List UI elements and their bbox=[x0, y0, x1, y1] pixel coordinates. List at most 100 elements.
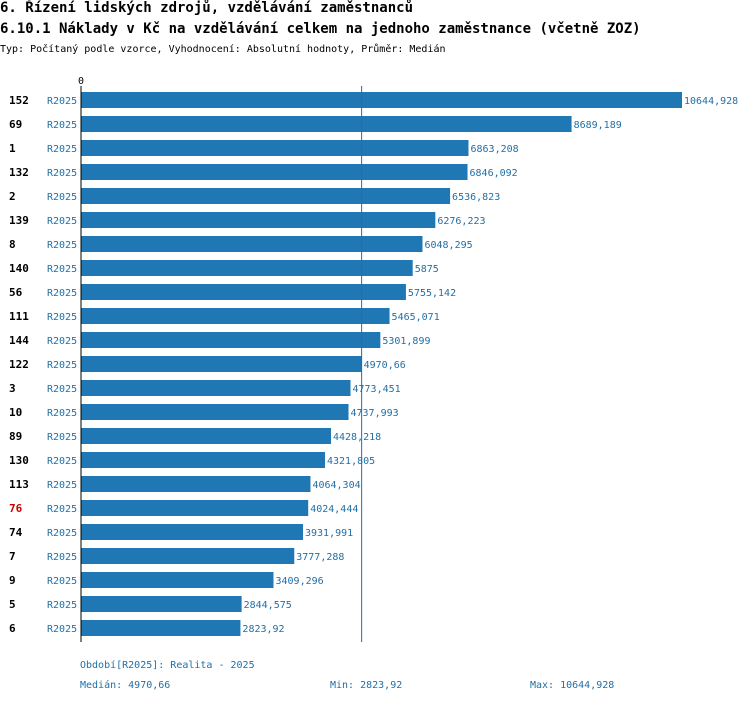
period-label: R2025 bbox=[47, 528, 77, 539]
period-label: R2025 bbox=[47, 456, 77, 467]
category-label: 8 bbox=[9, 238, 16, 251]
bar bbox=[81, 548, 295, 564]
bar bbox=[81, 212, 436, 228]
period-label: R2025 bbox=[47, 336, 77, 347]
footer-min: Min: 2823,92 bbox=[330, 680, 403, 691]
footer-period: Období[R2025]: Realita - 2025 bbox=[80, 660, 255, 671]
period-label: R2025 bbox=[47, 264, 77, 275]
category-label: 140 bbox=[9, 262, 29, 275]
category-label: 144 bbox=[9, 334, 29, 347]
category-label: 2 bbox=[9, 190, 16, 203]
value-label: 5875 bbox=[415, 264, 439, 275]
value-label: 6276,223 bbox=[437, 216, 485, 227]
category-label: 139 bbox=[9, 214, 29, 227]
bar bbox=[81, 500, 309, 516]
bar bbox=[81, 92, 682, 108]
bar bbox=[81, 164, 468, 180]
period-label: R2025 bbox=[47, 216, 77, 227]
bar bbox=[81, 428, 332, 444]
bar bbox=[81, 284, 406, 300]
value-label: 4064,304 bbox=[312, 480, 360, 491]
period-label: R2025 bbox=[47, 552, 77, 563]
category-label: 7 bbox=[9, 550, 16, 563]
bar bbox=[81, 572, 274, 588]
value-label: 8689,189 bbox=[574, 120, 622, 131]
period-label: R2025 bbox=[47, 312, 77, 323]
period-label: R2025 bbox=[47, 168, 77, 179]
period-label: R2025 bbox=[47, 192, 77, 203]
bar bbox=[81, 140, 469, 156]
period-label: R2025 bbox=[47, 240, 77, 251]
value-label: 10644,928 bbox=[684, 96, 738, 107]
value-label: 4024,444 bbox=[310, 504, 358, 515]
value-label: 5755,142 bbox=[408, 288, 456, 299]
category-label: 132 bbox=[9, 166, 29, 179]
value-label: 2823,92 bbox=[242, 624, 284, 635]
period-label: R2025 bbox=[47, 432, 77, 443]
period-label: R2025 bbox=[47, 600, 77, 611]
category-label: 3 bbox=[9, 382, 16, 395]
period-label: R2025 bbox=[47, 360, 77, 371]
value-label: 4773,451 bbox=[353, 384, 401, 395]
period-label: R2025 bbox=[47, 504, 77, 515]
value-label: 4970,66 bbox=[364, 360, 406, 371]
axis-zero-label: 0 bbox=[78, 76, 84, 87]
bar bbox=[81, 260, 413, 276]
category-label: 56 bbox=[9, 286, 23, 299]
page-title: 6. Řízení lidských zdrojů, vzdělávání za… bbox=[0, 0, 414, 16]
chart-type-info: Typ: Počítaný podle vzorce, Vyhodnocení:… bbox=[0, 44, 446, 55]
bar bbox=[81, 188, 451, 204]
period-label: R2025 bbox=[47, 408, 77, 419]
category-label: 5 bbox=[9, 598, 16, 611]
period-label: R2025 bbox=[47, 120, 77, 131]
value-label: 3777,288 bbox=[296, 552, 344, 563]
bar bbox=[81, 452, 326, 468]
period-label: R2025 bbox=[47, 144, 77, 155]
value-label: 3931,991 bbox=[305, 528, 353, 539]
bar bbox=[81, 356, 362, 372]
category-label: 76 bbox=[9, 502, 23, 515]
value-label: 5465,071 bbox=[392, 312, 440, 323]
period-label: R2025 bbox=[47, 480, 77, 491]
bar bbox=[81, 524, 303, 540]
value-label: 6846,092 bbox=[470, 168, 518, 179]
category-label: 1 bbox=[9, 142, 16, 155]
chart-title: 6.10.1 Náklady v Kč na vzdělávání celkem… bbox=[0, 21, 641, 37]
category-label: 113 bbox=[9, 478, 29, 491]
bar bbox=[81, 620, 241, 636]
period-label: R2025 bbox=[47, 288, 77, 299]
value-label: 4428,218 bbox=[333, 432, 381, 443]
category-label: 6 bbox=[9, 622, 16, 635]
category-label: 89 bbox=[9, 430, 22, 443]
period-label: R2025 bbox=[47, 384, 77, 395]
period-label: R2025 bbox=[47, 576, 77, 587]
bar bbox=[81, 332, 381, 348]
footer-max: Max: 10644,928 bbox=[530, 680, 615, 691]
value-label: 6536,823 bbox=[452, 192, 500, 203]
bar bbox=[81, 404, 349, 420]
bar bbox=[81, 116, 572, 132]
category-label: 74 bbox=[9, 526, 23, 539]
value-label: 6048,295 bbox=[424, 240, 472, 251]
category-label: 69 bbox=[9, 118, 22, 131]
value-label: 3409,296 bbox=[275, 576, 323, 587]
footer-median: Medián: 4970,66 bbox=[80, 680, 171, 691]
bar bbox=[81, 236, 423, 252]
value-label: 5301,899 bbox=[382, 336, 430, 347]
bar bbox=[81, 596, 242, 612]
value-label: 4321,805 bbox=[327, 456, 375, 467]
period-label: R2025 bbox=[47, 96, 77, 107]
category-label: 122 bbox=[9, 358, 29, 371]
category-label: 10 bbox=[9, 406, 22, 419]
category-label: 130 bbox=[9, 454, 29, 467]
bar bbox=[81, 476, 311, 492]
category-label: 111 bbox=[9, 310, 29, 323]
period-label: R2025 bbox=[47, 624, 77, 635]
category-label: 9 bbox=[9, 574, 16, 587]
bar bbox=[81, 308, 390, 324]
value-label: 4737,993 bbox=[351, 408, 399, 419]
value-label: 6863,208 bbox=[470, 144, 518, 155]
bar bbox=[81, 380, 351, 396]
value-label: 2844,575 bbox=[244, 600, 292, 611]
